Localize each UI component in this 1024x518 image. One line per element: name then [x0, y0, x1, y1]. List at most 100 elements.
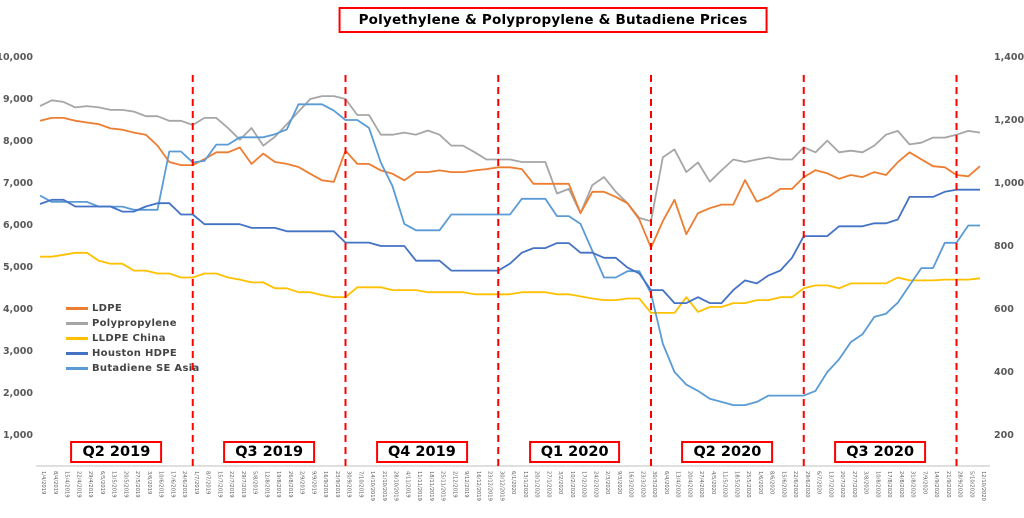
svg-text:15/6/2020: 15/6/2020 — [780, 471, 786, 498]
svg-text:3/8/2020: 3/8/2020 — [863, 471, 869, 494]
legend-label-lldpe-china: LLDPE China — [92, 333, 166, 344]
svg-text:8/6/2020: 8/6/2020 — [769, 471, 775, 494]
series-line-ldpe — [39, 117, 981, 249]
svg-text:30/3/2020: 30/3/2020 — [651, 471, 657, 498]
quarter-label-q1-2020: Q1 2020 — [528, 441, 621, 463]
legend-label-ldpe: LDPE — [92, 303, 123, 314]
svg-text:11/11/2019: 11/11/2019 — [416, 471, 422, 501]
svg-text:600: 600 — [994, 304, 1014, 315]
quarter-label-q3-2019: Q3 2019 — [223, 441, 316, 463]
svg-text:1/7/2019: 1/7/2019 — [193, 471, 199, 494]
svg-text:1,400: 1,400 — [994, 52, 1024, 63]
svg-text:31/8/2020: 31/8/2020 — [910, 471, 916, 498]
svg-text:10/8/2020: 10/8/2020 — [874, 471, 880, 498]
right-axis-tick-labels: 200 400 600 800 1,000 1,200 1,400 — [994, 52, 1024, 441]
svg-text:21/10/2019: 21/10/2019 — [381, 471, 387, 501]
svg-text:200: 200 — [994, 430, 1014, 441]
svg-text:16/9/2019: 16/9/2019 — [322, 471, 328, 498]
legend-label-polypropylene: Polypropylene — [92, 318, 177, 329]
svg-text:20/5/2019: 20/5/2019 — [122, 471, 128, 498]
svg-text:13/7/2020: 13/7/2020 — [827, 471, 833, 498]
svg-text:24/2/2020: 24/2/2020 — [592, 471, 598, 498]
lldpe-china-line-swatch — [66, 337, 88, 340]
svg-text:5/10/2020: 5/10/2020 — [968, 471, 974, 498]
svg-text:28/9/2020: 28/9/2020 — [957, 471, 963, 498]
svg-text:3,000: 3,000 — [3, 346, 33, 357]
svg-text:27/4/2020: 27/4/2020 — [698, 471, 704, 498]
series-line-lldpe-china — [40, 251, 981, 314]
quarter-divider-lines — [191, 75, 958, 466]
left-axis-tick-labels: 1,000 2,000 3,000 4,000 5,000 6,000 7,000 8,000… — [0, 52, 33, 441]
svg-text:2/12/2019: 2/12/2019 — [451, 471, 457, 498]
svg-text:29/4/2019: 29/4/2019 — [87, 471, 93, 498]
svg-text:13/5/2019: 13/5/2019 — [111, 471, 117, 498]
series-line-butadiene-se-asia — [39, 103, 980, 407]
quarter-label-q2-2020: Q2 2020 — [681, 441, 774, 463]
svg-text:16/12/2019: 16/12/2019 — [475, 471, 481, 501]
svg-text:10/2/2020: 10/2/2020 — [569, 471, 575, 498]
svg-text:15/7/2019: 15/7/2019 — [216, 471, 222, 498]
svg-text:8/7/2019: 8/7/2019 — [205, 471, 211, 494]
svg-text:1/4/2019: 1/4/2019 — [40, 471, 46, 494]
svg-text:5,000: 5,000 — [3, 262, 33, 273]
x-axis-date-labels: 1/4/2019 8/4/2019 15/4/2019 22/4/2019 29/4/2… — [40, 471, 986, 501]
svg-text:6/1/2020: 6/1/2020 — [510, 471, 516, 494]
svg-text:23/9/2019: 23/9/2019 — [334, 471, 340, 498]
svg-text:7/9/2020: 7/9/2020 — [921, 471, 927, 494]
svg-text:24/8/2020: 24/8/2020 — [898, 471, 904, 498]
svg-text:8,000: 8,000 — [3, 136, 33, 147]
svg-text:6/7/2020: 6/7/2020 — [816, 471, 822, 494]
svg-text:6,000: 6,000 — [3, 220, 33, 231]
svg-text:10/6/2019: 10/6/2019 — [158, 471, 164, 498]
svg-text:9/3/2020: 9/3/2020 — [616, 471, 622, 494]
svg-text:5/8/2019: 5/8/2019 — [252, 471, 258, 494]
svg-text:27/1/2020: 27/1/2020 — [545, 471, 551, 498]
legend-item-houston-hdpe: Houston HDPE — [66, 346, 200, 361]
legend-label-butadiene-se-asia: Butadiene SE Asia — [92, 363, 200, 374]
legend-label-houston-hdpe: Houston HDPE — [92, 348, 177, 359]
svg-text:3/2/2020: 3/2/2020 — [557, 471, 563, 494]
chart-title: Polyethylene & Polypropylene & Butadiene… — [338, 7, 768, 33]
svg-text:1,000: 1,000 — [994, 178, 1024, 189]
series-line-polypropylene — [39, 95, 981, 223]
svg-text:12/8/2019: 12/8/2019 — [263, 471, 269, 498]
svg-text:30/12/2019: 30/12/2019 — [498, 471, 504, 501]
svg-text:25/11/2019: 25/11/2019 — [440, 471, 446, 501]
svg-text:29/6/2020: 29/6/2020 — [804, 471, 810, 498]
svg-text:10,000: 10,000 — [0, 52, 33, 63]
svg-text:8/4/2019: 8/4/2019 — [52, 471, 58, 494]
svg-text:13/1/2020: 13/1/2020 — [522, 471, 528, 498]
legend-item-butadiene-se-asia: Butadiene SE Asia — [66, 361, 200, 376]
svg-text:16/3/2020: 16/3/2020 — [628, 471, 634, 498]
svg-text:19/8/2019: 19/8/2019 — [275, 471, 281, 498]
svg-text:28/10/2019: 28/10/2019 — [393, 471, 399, 501]
series-line-houston-hdpe — [39, 188, 980, 305]
svg-text:13/4/2020: 13/4/2020 — [675, 471, 681, 498]
svg-text:20/7/2020: 20/7/2020 — [839, 471, 845, 498]
svg-text:18/11/2019: 18/11/2019 — [428, 471, 434, 501]
svg-text:30/9/2019: 30/9/2019 — [346, 471, 352, 498]
svg-text:29/7/2019: 29/7/2019 — [240, 471, 246, 498]
butadiene-se-asia-line-swatch — [66, 367, 88, 370]
svg-text:24/6/2019: 24/6/2019 — [181, 471, 187, 498]
svg-text:9/9/2019: 9/9/2019 — [310, 471, 316, 494]
svg-text:4/5/2020: 4/5/2020 — [710, 471, 716, 494]
svg-text:14/9/2020: 14/9/2020 — [933, 471, 939, 498]
svg-text:17/2/2020: 17/2/2020 — [581, 471, 587, 498]
svg-text:1/6/2020: 1/6/2020 — [757, 471, 763, 494]
svg-text:15/4/2019: 15/4/2019 — [64, 471, 70, 498]
quarter-label-q4-2019: Q4 2019 — [375, 441, 468, 463]
quarter-label-q2-2019: Q2 2019 — [70, 441, 163, 463]
svg-text:17/6/2019: 17/6/2019 — [169, 471, 175, 498]
svg-text:9/12/2019: 9/12/2019 — [463, 471, 469, 498]
svg-text:2/9/2019: 2/9/2019 — [299, 471, 305, 494]
legend-item-polypropylene: Polypropylene — [66, 316, 200, 331]
svg-text:1,200: 1,200 — [994, 115, 1024, 126]
legend-item-ldpe: LDPE — [66, 301, 200, 316]
legend-item-lldpe-china: LLDPE China — [66, 331, 200, 346]
svg-text:2,000: 2,000 — [3, 388, 33, 399]
svg-text:4,000: 4,000 — [3, 304, 33, 315]
svg-text:7/10/2019: 7/10/2019 — [357, 471, 363, 498]
